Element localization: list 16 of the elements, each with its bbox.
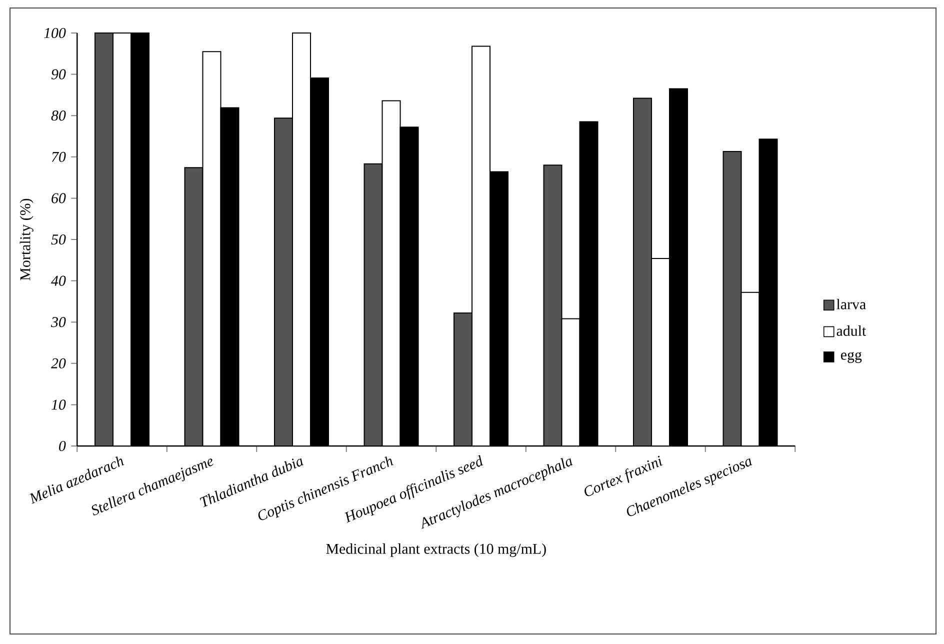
legend-label: adult [836,325,866,336]
y-tick-label: 20 [51,358,66,368]
y-tick-label: 40 [51,276,66,286]
y-tick-label: 10 [52,400,66,410]
y-tick-label: 70 [52,152,66,162]
y-tick-label: 50 [51,234,66,245]
y-tick-label: 0 [59,440,66,452]
y-tick-label: 30 [50,317,66,328]
y-tick-label: 100 [44,28,66,38]
y-axis-title: Mortality (%) [20,198,34,280]
y-tick-label: 90 [51,69,66,80]
y-tick-label: 60 [52,193,66,204]
legend-label: larva [836,298,866,310]
x-axis-title: Medicinal plant extracts (10 mg/mL) [326,543,546,557]
y-tick-label: 80 [51,110,66,121]
legend-label: egg [840,352,862,363]
